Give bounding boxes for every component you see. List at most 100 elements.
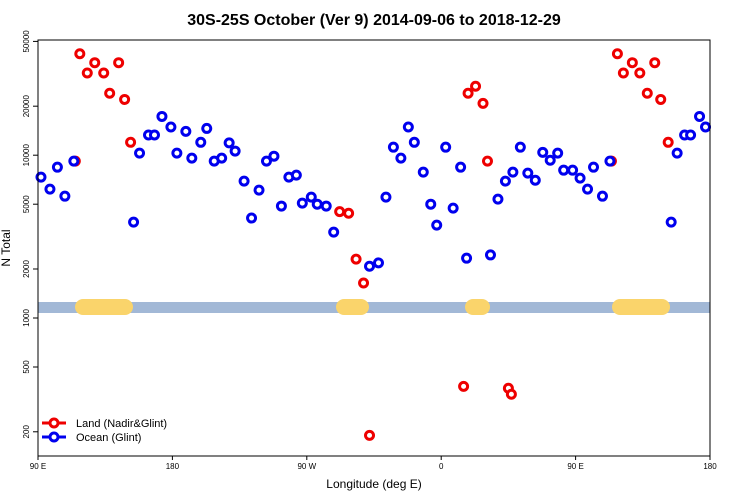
y-tick-label: 20000	[22, 95, 31, 118]
data-point	[567, 164, 579, 176]
data-point	[417, 166, 429, 178]
data-point	[431, 219, 443, 231]
x-tick-label: 180	[703, 462, 717, 471]
data-point	[165, 121, 177, 133]
data-point	[529, 174, 541, 186]
data-point	[246, 212, 258, 224]
data-point	[119, 93, 131, 105]
data-point	[671, 147, 683, 159]
x-tick-label: 90 W	[297, 462, 316, 471]
data-point	[201, 122, 213, 134]
data-point	[59, 190, 71, 202]
data-point	[440, 141, 452, 153]
chart-title: 30S-25S October (Ver 9) 2014-09-06 to 20…	[187, 12, 561, 29]
land-patch	[75, 299, 133, 315]
data-point	[604, 155, 616, 167]
data-point	[492, 193, 504, 205]
data-point	[447, 202, 459, 214]
land-mask-band	[38, 299, 710, 315]
legend-marker	[48, 417, 60, 429]
data-point	[68, 155, 80, 167]
data-point	[229, 145, 241, 157]
data-point	[425, 198, 437, 210]
legend-marker	[48, 431, 60, 443]
y-axis-label: N Total	[0, 229, 13, 266]
data-point	[634, 67, 646, 79]
data-point	[514, 141, 526, 153]
data-point	[113, 57, 125, 69]
y-tick-label: 1000	[22, 309, 31, 327]
data-point	[505, 388, 517, 400]
data-point	[358, 277, 370, 289]
land-patch	[465, 299, 490, 315]
data-point	[387, 141, 399, 153]
data-point	[458, 380, 470, 392]
data-point	[462, 87, 474, 99]
y-tick-label: 10000	[22, 144, 31, 167]
legend-label: Ocean (Glint)	[76, 432, 141, 444]
x-axis-label: Longitude (deg E)	[326, 477, 421, 491]
data-point	[499, 175, 511, 187]
data-point	[186, 152, 198, 164]
y-tick-label: 200	[22, 425, 31, 439]
data-point	[364, 429, 376, 441]
data-point	[611, 48, 623, 60]
data-point	[649, 57, 661, 69]
y-tick-label: 5000	[22, 195, 31, 213]
data-point	[320, 200, 332, 212]
data-point	[275, 200, 287, 212]
legend-label: Land (Nadir&Glint)	[76, 418, 167, 430]
data-point	[148, 129, 160, 141]
data-point	[484, 249, 496, 261]
data-point	[477, 97, 489, 109]
data-point	[596, 190, 608, 202]
y-tick-label: 50000	[22, 30, 31, 53]
data-point	[588, 161, 600, 173]
data-point	[641, 87, 653, 99]
x-tick-label: 0	[439, 462, 444, 471]
data-point	[408, 136, 420, 148]
data-point	[694, 110, 706, 122]
data-point	[134, 147, 146, 159]
land-patch	[336, 299, 369, 315]
data-point	[51, 161, 63, 173]
data-point	[685, 129, 697, 141]
data-point	[311, 198, 323, 210]
data-point	[395, 152, 407, 164]
data-point	[180, 125, 192, 137]
plot-area	[35, 48, 712, 441]
data-point	[522, 167, 534, 179]
data-point	[552, 147, 564, 159]
data-point	[626, 57, 638, 69]
data-point	[461, 252, 473, 264]
data-point	[558, 164, 570, 176]
data-point	[402, 121, 414, 133]
legend: Land (Nadir&Glint) Ocean (Glint)	[42, 417, 167, 444]
data-point	[617, 67, 629, 79]
data-point	[260, 155, 272, 167]
data-point	[216, 152, 228, 164]
data-point	[372, 257, 384, 269]
data-point	[44, 183, 56, 195]
data-point	[74, 48, 86, 60]
data-point	[343, 207, 355, 219]
data-point	[700, 121, 712, 133]
land-patch	[612, 299, 670, 315]
data-point	[268, 150, 280, 162]
data-point	[328, 226, 340, 238]
data-point	[305, 191, 317, 203]
data-point	[89, 57, 101, 69]
data-point	[455, 161, 467, 173]
data-point	[665, 216, 677, 228]
data-point	[470, 80, 482, 92]
data-point	[481, 155, 493, 167]
mask-band	[38, 302, 710, 313]
data-point	[655, 93, 667, 105]
data-point	[507, 166, 519, 178]
data-point	[125, 136, 137, 148]
data-point	[128, 216, 140, 228]
plot-frame	[37, 39, 711, 457]
data-point	[238, 175, 250, 187]
data-point	[223, 137, 235, 149]
